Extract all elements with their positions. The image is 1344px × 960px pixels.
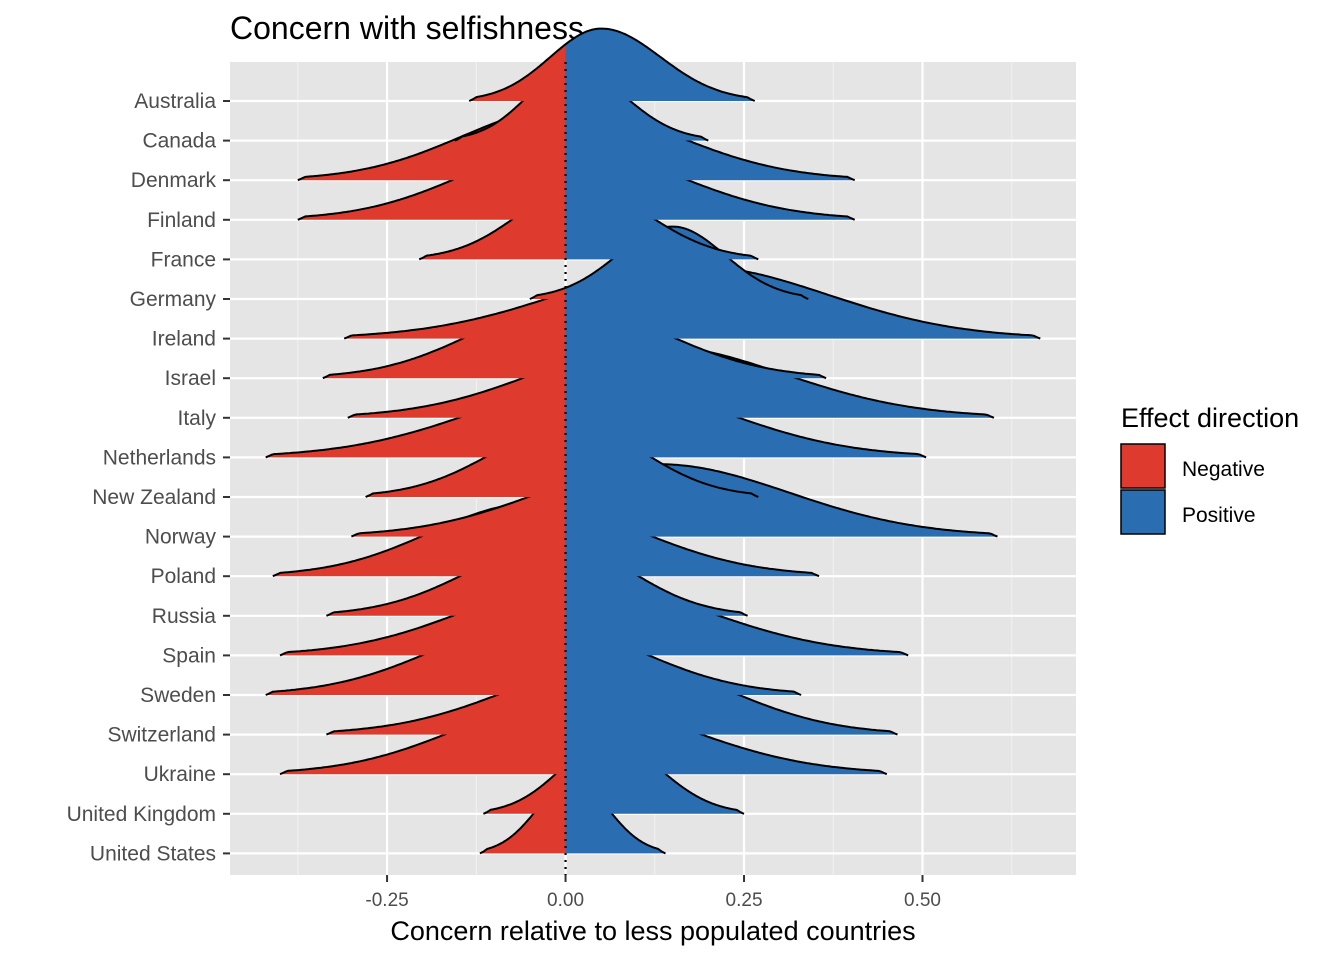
ridge-negative-area (419, 188, 566, 260)
y-tick-label: Russia (152, 605, 217, 628)
ridge-negative-area (351, 483, 566, 537)
ridge-germany (529, 225, 809, 300)
y-tick-label: Denmark (131, 169, 217, 192)
ridge-positive-area (565, 226, 809, 299)
x-tick-label: -0.25 (365, 890, 408, 911)
x-axis-label: Concern relative to less populated count… (390, 916, 915, 946)
ridge-positive-area (565, 28, 755, 102)
ridge-outline (350, 463, 998, 538)
y-tick-label: United States (90, 842, 216, 865)
ridge-outline (468, 27, 756, 102)
y-tick-label: New Zealand (92, 486, 216, 509)
y-tick-label: Netherlands (103, 446, 216, 469)
ridge-negative-area (347, 362, 566, 418)
y-tick-label: Ireland (152, 328, 216, 351)
y-tick-label: Switzerland (107, 724, 216, 747)
y-tick-label: Germany (130, 288, 217, 311)
y-tick-label: United Kingdom (67, 803, 216, 826)
y-tick-label: France (151, 248, 216, 271)
x-tick-label: 0.00 (547, 890, 584, 911)
y-tick-label: Ukraine (144, 763, 216, 786)
ridge-positive-area (565, 507, 819, 577)
x-tick-label: 0.50 (904, 890, 941, 911)
y-tick-label: Sweden (140, 684, 216, 707)
y-tick-label: Finland (147, 209, 216, 232)
ridge-negative-area (479, 782, 566, 854)
ridge-negative-area (483, 765, 566, 814)
legend-swatch-negative (1120, 443, 1166, 489)
ridges (265, 27, 1041, 855)
ridge-australia (468, 27, 756, 102)
y-tick-label: Italy (177, 407, 216, 430)
legend-swatch-positive (1120, 489, 1166, 535)
y-tick-label: Norway (145, 526, 217, 549)
legend-label-negative: Negative (1182, 458, 1265, 481)
y-tick-label: Canada (142, 130, 216, 153)
ridge-negative-area (326, 670, 566, 735)
legend: Effect direction Negative Positive (1120, 403, 1299, 535)
y-tick-label: Poland (151, 565, 216, 588)
legend-label-positive: Positive (1182, 504, 1256, 527)
x-tick-label: 0.25 (726, 890, 763, 911)
ridge-negative-area (469, 44, 566, 101)
ridge-negative-area (265, 387, 566, 458)
y-axis: United States United Kingdom Ukraine Switze… (67, 90, 230, 865)
y-tick-label: Israel (165, 367, 216, 390)
legend-title: Effect direction (1121, 403, 1299, 433)
y-tick-label: Australia (134, 90, 216, 113)
ridge-negative-area (344, 292, 566, 339)
y-tick-label: Spain (162, 644, 216, 667)
ridge-outline (529, 225, 809, 300)
x-axis: -0.25 0.00 0.25 0.50 (365, 875, 941, 911)
chart-title: Concern with selfishness (230, 10, 584, 46)
ridge-positive-area (565, 625, 802, 695)
